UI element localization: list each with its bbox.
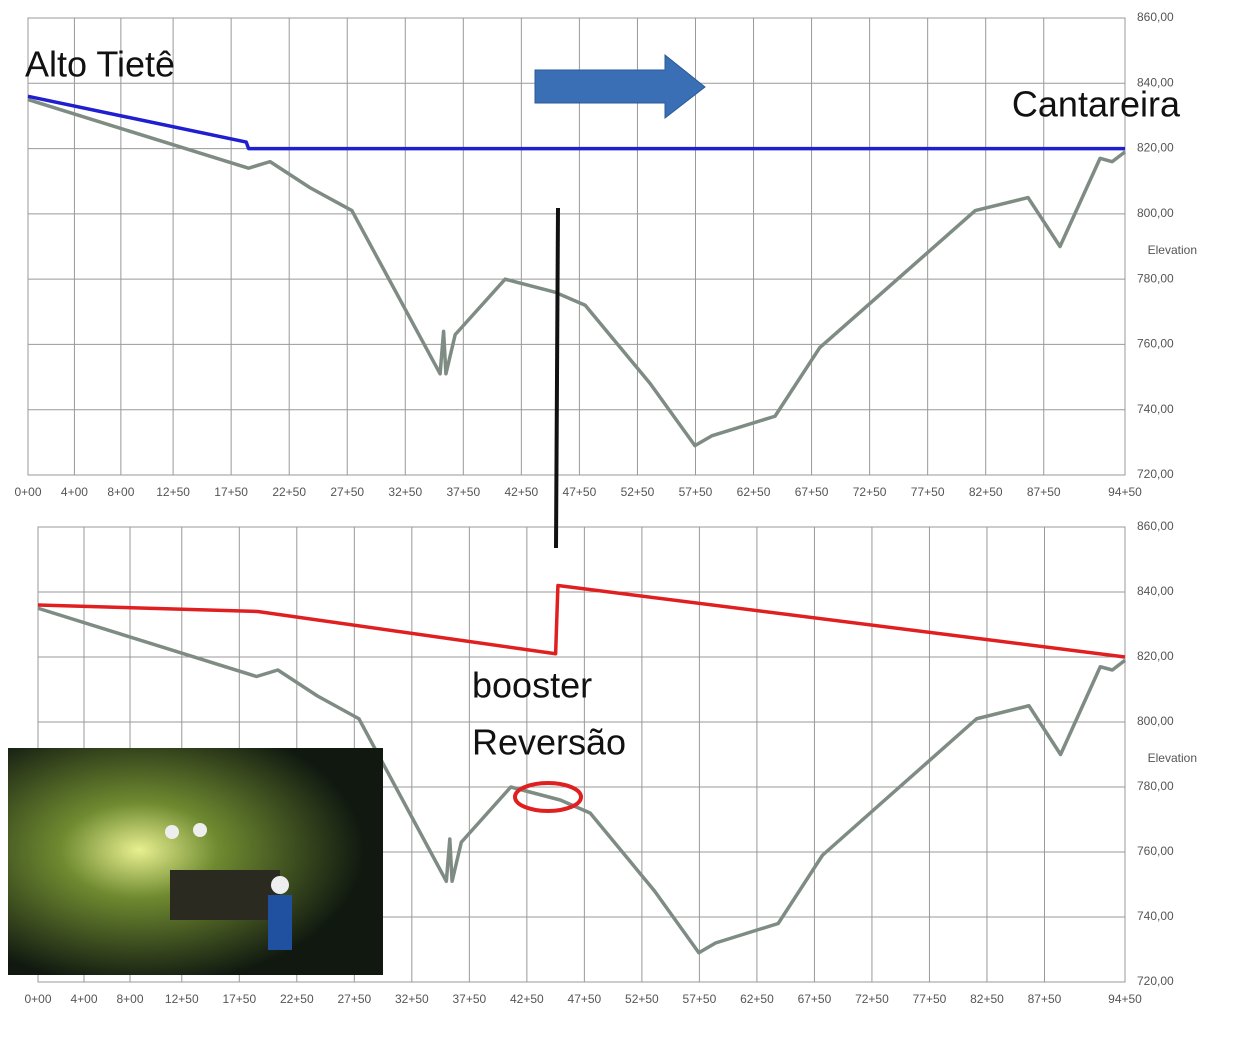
- x-tick-label: 94+50: [1108, 485, 1142, 499]
- x-tick-label: 37+50: [452, 992, 486, 1006]
- x-tick-label: 22+50: [280, 992, 314, 1006]
- x-tick-label: 72+50: [855, 992, 889, 1006]
- x-tick-label: 17+50: [214, 485, 248, 499]
- y-tick-label: 860,00: [1137, 519, 1174, 533]
- x-tick-label: 37+50: [446, 485, 480, 499]
- annotation: Alto Tietê: [25, 44, 175, 85]
- x-tick-label: 67+50: [798, 992, 832, 1006]
- x-tick-label: 52+50: [625, 992, 659, 1006]
- y-tick-label: 780,00: [1137, 779, 1174, 793]
- x-tick-label: 32+50: [395, 992, 429, 1006]
- x-tick-label: 27+50: [337, 992, 371, 1006]
- y-axis-label: Elevation: [1148, 243, 1197, 257]
- y-tick-label: 780,00: [1137, 271, 1174, 285]
- x-tick-label: 22+50: [272, 485, 306, 499]
- x-tick-label: 52+50: [621, 485, 655, 499]
- x-tick-label: 32+50: [388, 485, 422, 499]
- x-tick-label: 4+00: [61, 485, 88, 499]
- x-tick-label: 42+50: [505, 485, 539, 499]
- x-tick-label: 62+50: [740, 992, 774, 1006]
- photo-shape: [165, 825, 179, 839]
- y-tick-label: 720,00: [1137, 974, 1174, 988]
- x-tick-label: 87+50: [1027, 485, 1061, 499]
- y-tick-label: 740,00: [1137, 402, 1174, 416]
- y-tick-label: 820,00: [1137, 649, 1174, 663]
- text-layer: 720,00 740,00 760,00 780,00 800,00 820,00 840,…: [14, 10, 1197, 1006]
- photo-shape: [193, 823, 207, 837]
- series-line: [27, 97, 1127, 448]
- x-tick-label: 8+00: [117, 992, 144, 1006]
- x-tick-label: 82+50: [969, 485, 1003, 499]
- annotation: Reversão: [472, 722, 626, 763]
- series-line: [37, 583, 1126, 659]
- x-tick-label: 17+50: [222, 992, 256, 1006]
- y-tick-label: 820,00: [1137, 141, 1174, 155]
- y-tick-label: 840,00: [1137, 75, 1174, 89]
- photo-shape: [170, 870, 280, 920]
- annotation: booster: [472, 665, 592, 706]
- x-tick-label: 62+50: [737, 485, 771, 499]
- y-tick-label: 760,00: [1137, 844, 1174, 858]
- grid-layer: [27, 17, 1126, 983]
- photo-shape: [268, 895, 292, 950]
- x-tick-label: 82+50: [970, 992, 1004, 1006]
- series-line: [27, 94, 1125, 151]
- annotation: Cantareira: [1012, 84, 1181, 125]
- x-tick-label: 57+50: [683, 992, 717, 1006]
- x-tick-label: 67+50: [795, 485, 829, 499]
- x-tick-label: 87+50: [1028, 992, 1062, 1006]
- x-tick-label: 77+50: [913, 992, 947, 1006]
- photo-shape: [271, 876, 289, 894]
- y-tick-label: 860,00: [1137, 10, 1174, 24]
- x-tick-label: 72+50: [853, 485, 887, 499]
- divider-line: [554, 207, 560, 549]
- x-tick-label: 12+50: [156, 485, 190, 499]
- x-tick-label: 0+00: [14, 485, 41, 499]
- y-tick-label: 800,00: [1137, 206, 1174, 220]
- x-tick-label: 8+00: [107, 485, 134, 499]
- x-tick-label: 47+50: [568, 992, 602, 1006]
- y-tick-label: 740,00: [1137, 909, 1174, 923]
- data-layer: [27, 94, 1127, 955]
- y-tick-label: 720,00: [1137, 467, 1174, 481]
- y-tick-label: 760,00: [1137, 337, 1174, 351]
- x-tick-label: 0+00: [24, 992, 51, 1006]
- x-tick-label: 94+50: [1108, 992, 1142, 1006]
- x-tick-label: 47+50: [563, 485, 597, 499]
- x-tick-label: 12+50: [165, 992, 199, 1006]
- x-tick-label: 27+50: [330, 485, 364, 499]
- photo-background: [8, 748, 383, 975]
- x-tick-label: 77+50: [911, 485, 945, 499]
- y-tick-label: 800,00: [1137, 714, 1174, 728]
- y-axis-label: Elevation: [1148, 751, 1197, 765]
- photo: [8, 748, 383, 975]
- y-tick-label: 840,00: [1137, 584, 1174, 598]
- x-tick-label: 4+00: [70, 992, 97, 1006]
- series-line: [37, 606, 1127, 955]
- booster-highlight: [513, 781, 583, 813]
- x-tick-label: 42+50: [510, 992, 544, 1006]
- x-tick-label: 57+50: [679, 485, 713, 499]
- direction-arrow: [534, 53, 706, 120]
